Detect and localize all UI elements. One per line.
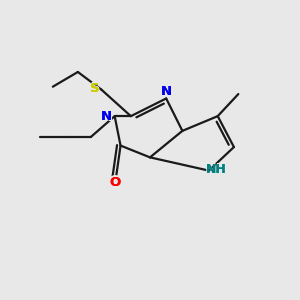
Text: NH: NH xyxy=(206,163,226,176)
Text: S: S xyxy=(90,82,100,95)
Text: S: S xyxy=(90,81,100,96)
Text: N: N xyxy=(160,85,172,98)
Text: NH: NH xyxy=(205,162,228,176)
Text: N: N xyxy=(101,110,112,123)
Text: N: N xyxy=(101,110,112,123)
Text: N: N xyxy=(160,85,172,98)
Text: O: O xyxy=(109,176,120,190)
Text: N: N xyxy=(160,85,172,100)
Text: O: O xyxy=(109,176,120,190)
Text: S: S xyxy=(90,82,100,95)
Text: NH: NH xyxy=(206,163,226,176)
Text: O: O xyxy=(108,176,121,190)
Text: N: N xyxy=(100,109,112,124)
